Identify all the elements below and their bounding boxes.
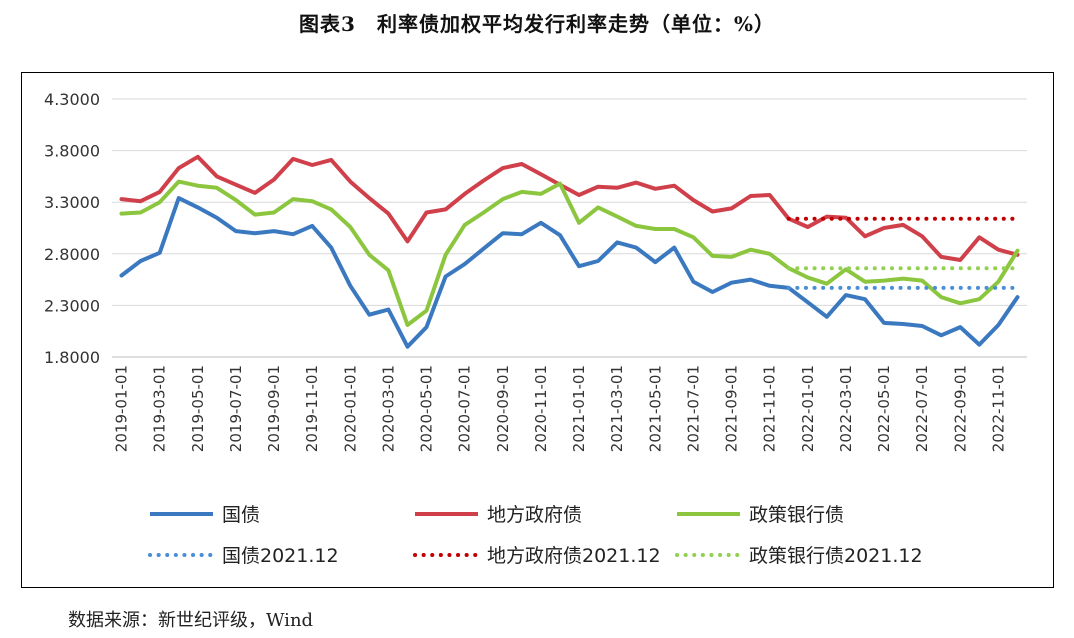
x-tick-label: 2021-07-01: [684, 365, 702, 452]
x-tick-label: 2020-07-01: [456, 365, 474, 452]
x-tick-label: 2021-01-01: [570, 365, 588, 452]
y-tick-label: 3.3000: [44, 193, 100, 212]
x-tick-label: 2019-07-01: [227, 365, 245, 452]
x-tick-label: 2021-11-01: [761, 365, 779, 452]
y-tick-label: 3.8000: [44, 142, 100, 161]
source-note: 数据来源：新世纪评级，Wind: [68, 610, 314, 631]
legend-label: 政策银行债: [749, 504, 844, 526]
series-line: [119, 179, 1020, 327]
chart-title: 图表3 利率债加权平均发行利率走势（单位：%）: [299, 12, 775, 36]
x-tick-label: 2022-09-01: [951, 365, 969, 452]
series-line: [119, 196, 1020, 349]
x-tick-label: 2022-05-01: [875, 365, 893, 452]
legend-label: 国债: [222, 504, 260, 526]
legend-label: 地方政府债: [487, 504, 582, 526]
x-tick-label: 2020-09-01: [494, 365, 512, 452]
series-lines: [119, 154, 1020, 349]
chart-container: 4.3000 3.8000 3.3000 2.8000 2.3000 1.8000 201…: [21, 72, 1054, 588]
legend-label: 国债2021.12: [222, 545, 339, 567]
legend-label: 地方政府债2021.12: [487, 545, 661, 567]
y-tick-label: 1.8000: [44, 348, 100, 367]
y-tick-label: 2.8000: [44, 245, 100, 264]
x-tick-label: 2019-03-01: [151, 365, 169, 452]
x-tick-label: 2020-05-01: [418, 365, 436, 452]
x-tick-label: 2022-11-01: [989, 365, 1007, 452]
x-tick-label: 2021-03-01: [608, 365, 626, 452]
x-tick-label: 2019-09-01: [265, 365, 283, 452]
x-tick-label: 2022-07-01: [913, 365, 931, 452]
x-tick-label: 2019-01-01: [113, 365, 131, 452]
x-tick-label: 2020-03-01: [379, 365, 397, 452]
x-tick-label: 2019-11-01: [303, 365, 321, 452]
line-chart: 4.3000 3.8000 3.3000 2.8000 2.3000 1.8000 201…: [44, 90, 1027, 567]
legend-label: 政策银行债2021.12: [749, 545, 923, 567]
x-tick-label: 2021-09-01: [723, 365, 741, 452]
x-tick-label: 2021-05-01: [646, 365, 664, 452]
y-axis: 4.3000 3.8000 3.3000 2.8000 2.3000 1.8000: [44, 90, 100, 367]
x-tick-label: 2019-05-01: [189, 365, 207, 452]
series-line: [119, 154, 1020, 262]
y-tick-label: 2.3000: [44, 296, 100, 315]
x-tick-label: 2020-11-01: [532, 365, 550, 452]
x-axis: 2019-01-01 2019-03-01 2019-05-01 2019-07-01…: [113, 365, 1008, 452]
x-tick-label: 2022-03-01: [837, 365, 855, 452]
y-tick-label: 4.3000: [44, 90, 100, 109]
x-tick-label: 2020-01-01: [341, 365, 359, 452]
x-tick-label: 2022-01-01: [799, 365, 817, 452]
